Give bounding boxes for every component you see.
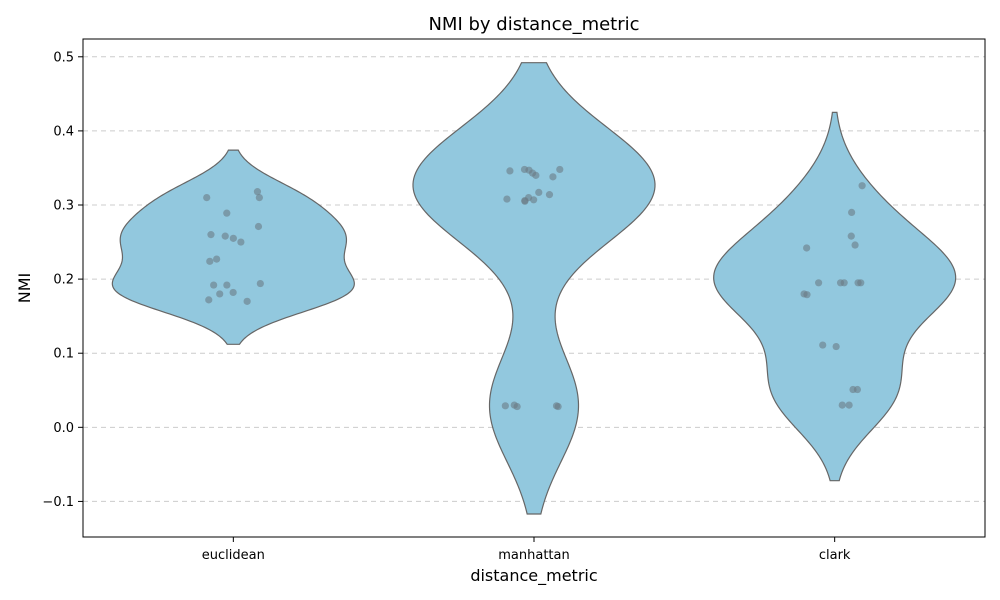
data-point bbox=[501, 402, 509, 410]
violin-clark bbox=[713, 111, 957, 482]
data-point bbox=[255, 193, 263, 202]
y-axis-label: NMI bbox=[15, 273, 34, 304]
y-tick-label: 0.4 bbox=[53, 124, 74, 139]
data-point bbox=[203, 193, 211, 202]
data-point bbox=[254, 222, 263, 231]
data-point bbox=[556, 165, 564, 174]
data-point bbox=[506, 167, 514, 175]
data-point bbox=[213, 255, 221, 263]
data-point bbox=[530, 196, 538, 204]
data-point bbox=[803, 291, 811, 299]
data-point bbox=[243, 297, 251, 305]
data-point bbox=[223, 209, 231, 217]
x-tick-label: clark bbox=[819, 548, 851, 563]
data-points bbox=[203, 165, 866, 411]
y-tick-label: 0.2 bbox=[53, 273, 74, 288]
data-point bbox=[851, 241, 859, 249]
data-point bbox=[838, 401, 846, 409]
data-point bbox=[554, 402, 562, 411]
data-point bbox=[532, 171, 540, 179]
violin-euclidean bbox=[111, 149, 355, 345]
x-tick-label: manhattan bbox=[498, 548, 569, 563]
data-point bbox=[803, 244, 811, 252]
data-point bbox=[205, 296, 213, 304]
data-point bbox=[849, 385, 857, 394]
y-tick-label: 0.5 bbox=[53, 50, 74, 65]
data-point bbox=[521, 197, 529, 205]
data-point bbox=[206, 257, 214, 265]
data-point bbox=[207, 231, 215, 239]
data-point bbox=[549, 173, 557, 181]
violin-bodies bbox=[111, 62, 957, 515]
data-point bbox=[535, 188, 543, 196]
y-tick-label: 0.3 bbox=[53, 199, 74, 214]
data-point bbox=[848, 208, 856, 217]
data-point bbox=[832, 342, 840, 351]
data-point bbox=[210, 281, 218, 289]
data-point bbox=[854, 279, 862, 287]
y-tick-label: −0.1 bbox=[42, 495, 74, 510]
x-axis-ticks: euclidean manhattan clark bbox=[202, 537, 851, 563]
data-point bbox=[847, 232, 855, 240]
data-point bbox=[836, 279, 845, 287]
data-point bbox=[545, 191, 554, 199]
data-point bbox=[253, 188, 262, 196]
y-tick-label: 0.1 bbox=[53, 347, 74, 362]
violin-manhattan bbox=[412, 62, 656, 515]
data-point bbox=[237, 238, 245, 246]
data-point bbox=[513, 402, 521, 411]
data-point bbox=[819, 341, 827, 349]
chart-title: NMI by distance_metric bbox=[428, 14, 639, 35]
y-axis-ticks: −0.1 0.0 0.1 0.2 0.3 0.4 0.5 bbox=[42, 50, 83, 510]
data-point bbox=[256, 279, 264, 288]
data-point bbox=[815, 279, 823, 287]
data-point bbox=[223, 281, 231, 289]
y-tick-label: 0.0 bbox=[53, 421, 74, 436]
data-point bbox=[503, 195, 511, 203]
x-axis-label: distance_metric bbox=[470, 566, 597, 586]
data-point bbox=[845, 401, 853, 409]
x-tick-label: euclidean bbox=[202, 548, 265, 563]
data-point bbox=[221, 232, 229, 240]
data-point bbox=[216, 290, 224, 298]
data-point bbox=[858, 182, 866, 190]
data-point bbox=[229, 234, 237, 242]
data-point bbox=[229, 288, 237, 297]
